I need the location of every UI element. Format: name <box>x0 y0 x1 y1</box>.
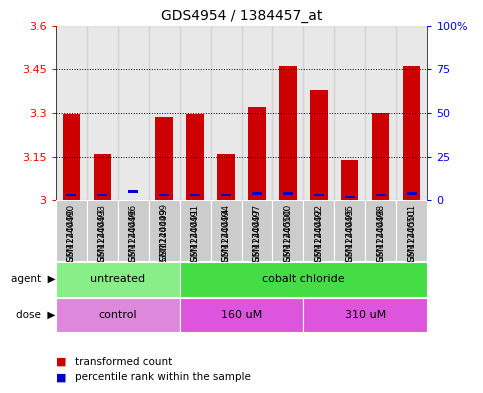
Bar <box>149 200 180 261</box>
Text: GSM1240495: GSM1240495 <box>345 204 355 262</box>
Text: GSM1240494: GSM1240494 <box>222 208 230 268</box>
Bar <box>334 200 366 261</box>
Text: dose  ▶: dose ▶ <box>16 310 56 320</box>
Text: GSM1240501: GSM1240501 <box>408 204 416 262</box>
Bar <box>186 114 203 200</box>
Bar <box>366 200 397 261</box>
Bar <box>86 26 117 200</box>
Text: transformed count: transformed count <box>75 356 172 367</box>
Bar <box>56 200 86 261</box>
Bar <box>252 192 262 195</box>
Bar <box>56 262 180 297</box>
Bar <box>159 194 169 196</box>
Text: GSM1240491: GSM1240491 <box>190 208 199 268</box>
Text: 160 uM: 160 uM <box>221 310 262 320</box>
Bar <box>56 26 86 200</box>
Text: GSM1240492: GSM1240492 <box>314 204 324 262</box>
Bar <box>407 192 417 195</box>
Text: GSM1240491: GSM1240491 <box>190 204 199 262</box>
Text: GSM1240495: GSM1240495 <box>345 208 355 268</box>
Bar <box>311 90 327 200</box>
Text: GSM1240493: GSM1240493 <box>98 204 107 262</box>
Text: control: control <box>98 310 137 320</box>
Text: GSM1240501: GSM1240501 <box>408 208 416 268</box>
Bar <box>128 190 138 193</box>
Bar <box>97 194 107 196</box>
Bar <box>86 200 117 261</box>
Text: GSM1240494: GSM1240494 <box>222 204 230 262</box>
Bar <box>248 107 266 200</box>
Bar <box>62 114 80 200</box>
Bar <box>303 200 334 261</box>
Text: ■: ■ <box>56 372 66 382</box>
Text: agent  ▶: agent ▶ <box>11 274 56 285</box>
Text: GSM1240499: GSM1240499 <box>159 204 169 261</box>
Bar <box>403 66 421 200</box>
Text: ■: ■ <box>56 356 66 367</box>
Bar <box>221 194 231 196</box>
Text: GSM1240497: GSM1240497 <box>253 204 261 262</box>
Bar <box>303 298 427 332</box>
Bar <box>180 298 303 332</box>
Bar <box>366 26 397 200</box>
Text: GSM1240496: GSM1240496 <box>128 204 138 262</box>
Bar <box>303 26 334 200</box>
Text: cobalt chloride: cobalt chloride <box>262 274 345 285</box>
Text: 310 uM: 310 uM <box>345 310 386 320</box>
Bar <box>156 118 172 200</box>
Text: GSM1240490: GSM1240490 <box>67 208 75 268</box>
Bar <box>180 26 211 200</box>
Bar <box>372 113 389 200</box>
Bar <box>242 200 272 261</box>
Bar <box>280 66 297 200</box>
Bar <box>117 200 149 261</box>
Text: GSM1240500: GSM1240500 <box>284 208 293 268</box>
Bar <box>272 26 303 200</box>
Text: GSM1240498: GSM1240498 <box>376 208 385 268</box>
Text: GSM1240498: GSM1240498 <box>376 204 385 262</box>
Text: GSM1240493: GSM1240493 <box>98 208 107 268</box>
Text: percentile rank within the sample: percentile rank within the sample <box>75 372 251 382</box>
Bar <box>314 194 324 196</box>
Bar <box>180 200 211 261</box>
Bar <box>117 26 149 200</box>
Bar <box>242 26 272 200</box>
Bar <box>180 262 427 297</box>
Bar <box>66 194 76 196</box>
Bar <box>94 154 111 200</box>
Bar <box>283 192 293 195</box>
Text: GSM1240500: GSM1240500 <box>284 204 293 262</box>
Bar <box>341 160 358 200</box>
Bar <box>211 26 242 200</box>
Text: GSM1240490: GSM1240490 <box>67 204 75 262</box>
Bar <box>334 26 366 200</box>
Bar <box>190 194 200 196</box>
Text: GSM1240499: GSM1240499 <box>159 208 169 268</box>
Text: untreated: untreated <box>90 274 145 285</box>
Bar <box>211 200 242 261</box>
Bar <box>272 200 303 261</box>
Bar <box>345 196 355 198</box>
Title: GDS4954 / 1384457_at: GDS4954 / 1384457_at <box>161 9 322 23</box>
Bar <box>56 298 180 332</box>
Text: GSM1240492: GSM1240492 <box>314 208 324 268</box>
Bar <box>217 154 235 200</box>
Text: GSM1240497: GSM1240497 <box>253 208 261 268</box>
Text: GSM1240496: GSM1240496 <box>128 208 138 268</box>
Bar <box>376 194 386 196</box>
Bar <box>397 200 427 261</box>
Bar <box>149 26 180 200</box>
Bar <box>397 26 427 200</box>
